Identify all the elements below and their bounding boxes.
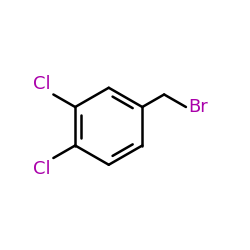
Text: Br: Br <box>188 98 208 116</box>
Text: Cl: Cl <box>34 160 51 178</box>
Text: Cl: Cl <box>34 75 51 93</box>
